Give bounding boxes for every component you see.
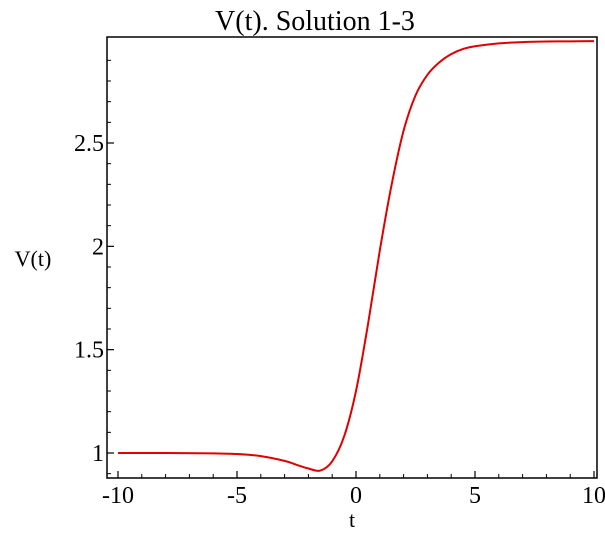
y-tick-label: 1 — [92, 441, 104, 467]
x-tick-label: 5 — [469, 483, 481, 509]
x-tick-label: -10 — [102, 483, 134, 509]
plot-frame — [106, 36, 598, 479]
x-tick-label: -5 — [227, 483, 247, 509]
y-tick-label: 1.5 — [74, 338, 104, 364]
y-tick-label: 2 — [92, 234, 104, 260]
x-axis-ticks: -10 -5 0 5 10 — [102, 471, 605, 509]
x-axis-label: t — [349, 507, 355, 532]
x-tick-label: 0 — [350, 483, 362, 509]
chart-title: V(t). Solution 1-3 — [215, 6, 415, 37]
y-axis-ticks: 1 1.5 2 2.5 — [74, 59, 114, 475]
y-axis-label: V(t) — [15, 246, 52, 271]
x-tick-label: 10 — [582, 483, 605, 509]
series-line — [117, 40, 595, 472]
y-tick-label: 2.5 — [74, 131, 104, 157]
